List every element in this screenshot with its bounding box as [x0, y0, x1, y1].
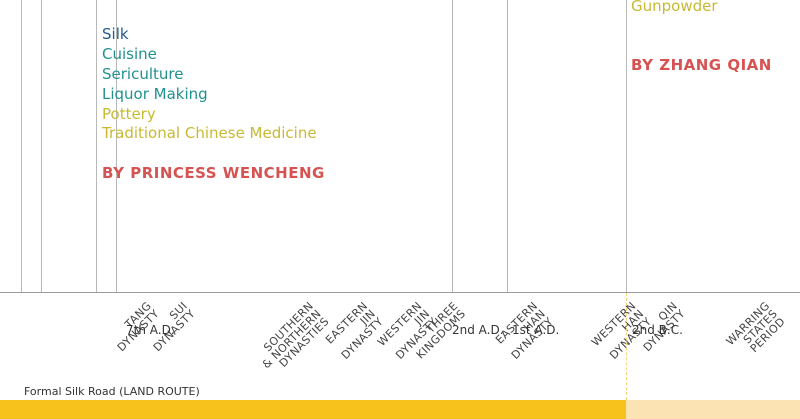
timeline-line — [96, 0, 97, 292]
han-item-gunpowder: Gunpowder — [631, 0, 718, 15]
han-credit: BY ZHANG QIAN — [631, 56, 772, 74]
tang-item-medicine: Traditional Chinese Medicine — [102, 124, 317, 142]
date-label: 2nd A.D. — [452, 323, 504, 337]
date-label: 1st A.D. — [512, 323, 560, 337]
timeline-line — [452, 0, 453, 292]
period-warring-states-period: Warring States Period — [724, 299, 788, 363]
timeline-line — [116, 0, 117, 292]
period-eastern-jin-dynasty: Eastern Jin Dynasty — [323, 299, 386, 362]
timeline-axis — [0, 292, 800, 293]
timeline-line — [626, 0, 627, 292]
tang-item-cuisine: Cuisine — [102, 45, 157, 63]
timeline-line — [21, 0, 22, 292]
timeline-line — [507, 0, 508, 292]
route-bar-light — [626, 400, 800, 419]
date-label: 7th A.D. — [126, 323, 175, 337]
timeline-line — [41, 0, 42, 292]
tang-item-pottery: Pottery — [102, 105, 156, 123]
tang-credit: BY PRINCESS WENCHENG — [102, 164, 325, 182]
tang-item-sericulture: Sericulture — [102, 65, 184, 83]
route-label: Formal Silk Road (LAND ROUTE) — [24, 385, 200, 398]
date-label: 2nd B.C. — [632, 323, 683, 337]
route-bar-solid — [0, 400, 626, 419]
route-start-marker — [626, 293, 627, 400]
period-southern-northern-dynasties: Southern & Northern Dynasties — [253, 299, 332, 378]
tang-item-silk: Silk — [102, 25, 129, 43]
tang-item-liquor-making: Liquor Making — [102, 85, 208, 103]
